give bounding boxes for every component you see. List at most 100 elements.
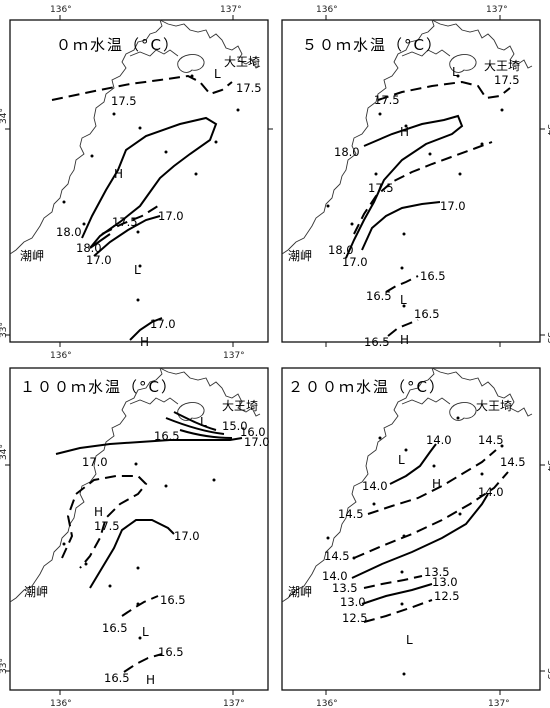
lat-label-33: 33° <box>545 668 550 684</box>
contour-label: 18.0 <box>334 145 360 159</box>
contour-label: 17.5 <box>236 81 262 95</box>
isotherm-16.5-a <box>385 275 419 293</box>
low-marker: L <box>400 293 407 307</box>
contour-label: 16.5 <box>414 307 440 321</box>
lon-label-136: 136° <box>316 5 338 15</box>
lon-label-137: 137° <box>223 699 245 708</box>
high-marker: H <box>114 167 123 181</box>
place-daiozaki: 大王埼 <box>484 59 520 73</box>
high-marker: H <box>140 335 149 349</box>
stations <box>62 74 240 302</box>
contour-label: 13.0 <box>340 595 366 609</box>
contour-label: 16.5 <box>366 289 392 303</box>
contour-label: 14.5 <box>324 549 350 563</box>
place-daiozaki: 大王埼 <box>222 399 258 413</box>
low-marker: L <box>452 65 459 79</box>
high-marker: H <box>146 673 155 687</box>
isotherm-17.5-north <box>51 74 233 101</box>
panel-200m: 136° 137° 34° 33° ２００ｍ水温（°C） 大王埼 潮岬 14.0… <box>281 367 550 708</box>
contour-label: 17.0 <box>342 255 368 269</box>
map-frame <box>281 19 541 343</box>
isotherm-17.0 <box>93 215 161 257</box>
isotherm-16.5-b <box>123 653 163 673</box>
contour-label: 16.5 <box>102 621 128 635</box>
isotherm-13.5 <box>363 575 423 589</box>
low-marker: L <box>214 67 221 81</box>
contour-label: 16.5 <box>420 269 446 283</box>
contour-label: 17.0 <box>158 209 184 223</box>
contour-label: 17.5 <box>494 73 520 87</box>
isotherm-18.0 <box>345 114 464 259</box>
contour-label: 16.5 <box>154 429 180 443</box>
isotherm-16.5 <box>179 429 233 439</box>
lon-label-137: 137° <box>488 699 510 708</box>
place-shiomisaki: 潮岬 <box>288 248 312 263</box>
contour-label: 17.5 <box>374 93 400 107</box>
stations <box>62 462 216 640</box>
place-daiozaki: 大王埼 <box>224 55 260 69</box>
isotherm-14.0-south <box>351 493 489 579</box>
contour-label: 17.0 <box>440 199 466 213</box>
lat-label-33: 33° <box>0 322 9 338</box>
contour-label: 15.0 <box>222 419 248 433</box>
isotherm-17.0-south <box>129 317 163 341</box>
isotherm-17.5-mid <box>353 141 493 235</box>
contour-label: 18.0 <box>76 241 102 255</box>
panel-title: ５０ｍ水温（°C） <box>302 36 443 54</box>
contour-label: 16.5 <box>160 593 186 607</box>
place-daiozaki: 大王埼 <box>476 399 512 413</box>
contour-label: 14.0 <box>478 485 504 499</box>
low-marker: L <box>398 453 405 467</box>
lat-label-33: 33° <box>0 658 9 674</box>
isotherm-17.5-north <box>377 80 511 101</box>
contour-label: 12.5 <box>342 611 368 625</box>
isotherm-15.0 <box>173 411 217 431</box>
contour-label: 17.5 <box>111 94 137 108</box>
low-marker: L <box>406 633 413 647</box>
contour-label: 17.0 <box>244 435 270 449</box>
panel-100m: 136° 137° 34° 33° １００ｍ水温（°C） 大王埼 潮岬 15.0… <box>0 367 270 708</box>
contour-label: 13.0 <box>432 575 458 589</box>
panel-0m: 136° 137° 34° 33° 136° 137° ０ｍ水温（°C） 大王埼… <box>0 5 273 361</box>
map-frame <box>281 367 541 691</box>
isotherm-14.5-south <box>353 471 509 559</box>
high-marker: H <box>432 477 441 491</box>
isotherm-17.5-south <box>101 205 159 235</box>
stations <box>326 74 504 308</box>
low-marker: L <box>142 625 149 639</box>
low-marker: L <box>200 415 207 429</box>
panel-50m: 136° 137° 34° 33° ５０ｍ水温（°C） 大王埼 潮岬 17.5 … <box>281 5 550 349</box>
isotherm-16.5-a <box>121 595 159 617</box>
high-marker: H <box>94 505 103 519</box>
contour-label: 14.5 <box>500 455 526 469</box>
lat-label-34: 34° <box>0 444 9 460</box>
lat-label-33: 33° <box>545 332 550 348</box>
contour-label: 18.0 <box>328 243 354 257</box>
contour-label: 16.5 <box>104 671 130 685</box>
contour-label: 17.5 <box>94 519 120 533</box>
lon-label-136: 136° <box>50 699 72 708</box>
lon-label-137: 137° <box>486 5 508 15</box>
contour-label: 14.0 <box>362 479 388 493</box>
panel-title: ２００ｍ水温（°C） <box>288 378 446 396</box>
high-marker: H <box>400 333 409 347</box>
isotherm-17.0 <box>361 201 441 251</box>
high-marker: H <box>400 125 409 139</box>
stations <box>326 416 504 676</box>
place-shiomisaki: 潮岬 <box>24 584 48 599</box>
place-shiomisaki: 潮岬 <box>20 248 44 263</box>
contour-label: 17.5 <box>112 215 138 229</box>
isotherm-18.0-outer <box>81 116 218 249</box>
isotherm-16.0 <box>165 417 225 435</box>
panel-title: ０ｍ水温（°C） <box>56 36 180 54</box>
map-frame <box>9 19 269 343</box>
isotherm-14.0-north <box>389 443 437 485</box>
lon-label-136-bottom: 136° <box>50 351 72 361</box>
contour-label: 17.0 <box>174 529 200 543</box>
isotherm-13.0 <box>361 583 433 605</box>
contour-label: 12.5 <box>434 589 460 603</box>
contour-label: 14.0 <box>426 433 452 447</box>
contour-label: 17.0 <box>82 455 108 469</box>
isotherm-17.0-north <box>55 437 243 455</box>
contour-label: 17.0 <box>86 253 112 267</box>
